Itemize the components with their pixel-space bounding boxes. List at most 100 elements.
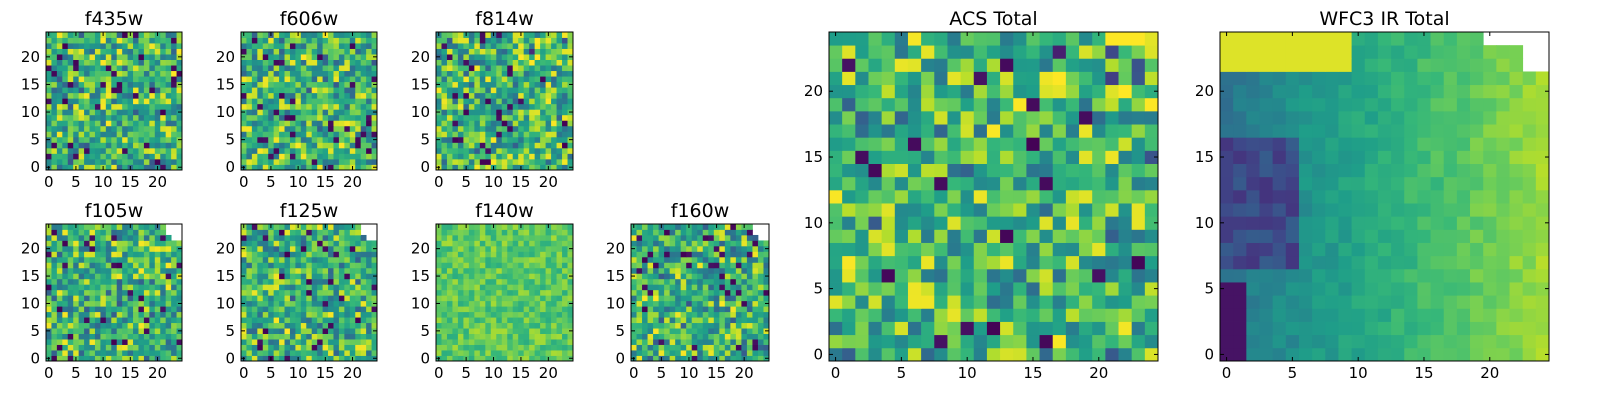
heatmap-cell bbox=[479, 355, 486, 362]
heatmap-cell bbox=[468, 300, 475, 307]
heatmap-cell bbox=[474, 339, 481, 345]
heatmap-cell bbox=[251, 158, 258, 165]
heatmap-cell bbox=[446, 98, 453, 105]
heatmap-cell bbox=[636, 350, 643, 356]
heatmap-cell bbox=[523, 48, 530, 55]
heatmap-cell bbox=[149, 147, 156, 154]
heatmap-cell bbox=[176, 267, 183, 274]
heatmap-cell bbox=[289, 109, 296, 116]
heatmap-cell bbox=[702, 278, 709, 285]
heatmap-cell bbox=[697, 224, 704, 230]
heatmap-cell bbox=[176, 48, 183, 55]
heatmap-cell bbox=[306, 136, 313, 143]
heatmap-cell bbox=[289, 131, 296, 138]
heatmap-cell bbox=[713, 322, 720, 329]
heatmap-cell bbox=[512, 98, 519, 105]
heatmap-cell bbox=[295, 306, 302, 313]
heatmap-cell bbox=[46, 295, 52, 302]
heatmap-cell bbox=[78, 70, 85, 77]
heatmap-cell bbox=[702, 306, 709, 313]
heatmap-cell bbox=[111, 306, 118, 313]
heatmap-cell bbox=[523, 328, 530, 334]
heatmap-cell bbox=[562, 98, 568, 105]
heatmap-cell bbox=[165, 306, 172, 313]
heatmap-cell bbox=[94, 322, 101, 329]
heatmap-cell bbox=[567, 76, 574, 83]
heatmap-cell bbox=[664, 355, 671, 362]
heatmap-cell bbox=[171, 240, 177, 247]
heatmap-cell bbox=[452, 224, 459, 230]
heatmap-cell bbox=[881, 137, 896, 151]
heatmap-cell bbox=[338, 158, 345, 165]
heatmap-cell bbox=[534, 317, 541, 324]
heatmap-cell bbox=[551, 76, 557, 83]
heatmap-cell bbox=[708, 289, 715, 296]
heatmap-cell bbox=[752, 295, 759, 302]
heatmap-cell bbox=[154, 311, 161, 318]
heatmap-cell bbox=[636, 328, 643, 334]
heatmap-cell bbox=[881, 189, 896, 204]
heatmap-cell bbox=[67, 322, 74, 329]
heatmap-cell bbox=[344, 350, 351, 356]
heatmap-cell bbox=[127, 59, 134, 66]
heatmap-cell bbox=[697, 234, 704, 241]
heatmap-cell bbox=[540, 317, 546, 324]
heatmap-cell bbox=[284, 262, 291, 269]
heatmap-cell bbox=[457, 229, 464, 236]
heatmap-cell bbox=[67, 317, 74, 324]
heatmap-cell bbox=[518, 350, 525, 356]
heatmap-cell bbox=[907, 308, 922, 322]
heatmap-cell bbox=[116, 256, 123, 263]
heatmap-cell bbox=[675, 300, 682, 307]
heatmap-cell bbox=[680, 300, 687, 307]
heatmap-cell bbox=[62, 158, 69, 165]
heatmap-cell bbox=[446, 54, 453, 60]
heatmap-cell bbox=[647, 284, 654, 291]
heatmap-cell bbox=[446, 92, 453, 99]
heatmap-cell bbox=[56, 65, 63, 72]
heatmap-cell bbox=[490, 333, 497, 340]
heatmap-cell bbox=[436, 65, 442, 72]
heatmap-cell bbox=[328, 229, 334, 236]
heatmap-cell bbox=[457, 350, 464, 356]
heatmap-cell bbox=[855, 268, 869, 283]
heatmap-cell bbox=[154, 136, 161, 143]
heatmap-cell bbox=[105, 153, 112, 160]
heatmap-cell bbox=[1079, 321, 1093, 336]
heatmap-cell bbox=[322, 81, 329, 88]
heatmap-cell bbox=[479, 81, 486, 88]
heatmap-cell bbox=[485, 54, 492, 60]
heatmap-cell bbox=[333, 32, 340, 38]
heatmap-cell bbox=[333, 295, 340, 302]
heatmap-cell bbox=[246, 278, 253, 285]
heatmap-cell bbox=[56, 125, 63, 132]
heatmap-cell bbox=[279, 37, 285, 44]
heatmap-cell bbox=[100, 125, 107, 132]
heatmap-cell bbox=[523, 273, 530, 280]
heatmap-cell bbox=[138, 147, 145, 154]
heatmap-cell bbox=[306, 87, 313, 94]
heatmap-cell bbox=[100, 153, 107, 160]
heatmap-cell bbox=[829, 163, 843, 178]
heatmap-cell bbox=[507, 240, 514, 247]
heatmap-cell bbox=[921, 255, 935, 270]
heatmap-cell bbox=[512, 350, 519, 356]
heatmap-cell bbox=[540, 136, 546, 143]
heatmap-cell bbox=[89, 267, 96, 274]
heatmap-cell bbox=[268, 262, 275, 269]
heatmap-cell bbox=[545, 278, 552, 285]
heatmap-cell bbox=[567, 344, 574, 351]
heatmap-cell bbox=[518, 240, 525, 247]
y-tick-label: 0 bbox=[615, 349, 625, 367]
heatmap-cell bbox=[160, 87, 167, 94]
heatmap-cell bbox=[507, 92, 514, 99]
heatmap-cell bbox=[534, 295, 541, 302]
heatmap-cell bbox=[556, 278, 563, 285]
heatmap-cell bbox=[1079, 229, 1093, 243]
heatmap-cell bbox=[496, 65, 503, 72]
heatmap-cell bbox=[551, 333, 557, 340]
heatmap-cell bbox=[300, 153, 307, 160]
heatmap-cell bbox=[116, 153, 123, 160]
heatmap-cell bbox=[947, 347, 961, 362]
heatmap-cell bbox=[73, 76, 80, 83]
